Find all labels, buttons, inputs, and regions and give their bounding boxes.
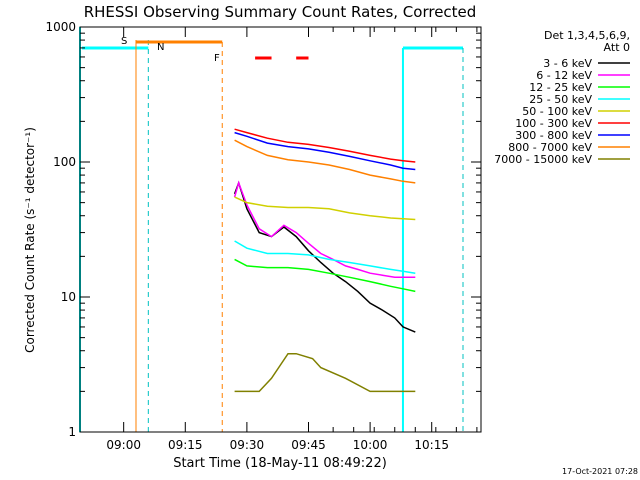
plot-frame <box>79 26 482 433</box>
x-tick-label: 09:30 <box>230 438 265 452</box>
data-series <box>233 128 416 393</box>
marker-n: N <box>157 42 164 53</box>
legend-header: Det 1,3,4,5,6,9, <box>544 29 630 42</box>
series-line-6 <box>234 131 416 171</box>
legend-label: 25 - 50 keV <box>529 93 592 106</box>
legend-label: 300 - 800 keV <box>515 129 592 142</box>
y-tick-label: 100 <box>53 155 76 169</box>
legend-label: 6 - 12 keV <box>536 69 592 82</box>
y-tick-label: 1 <box>68 425 76 439</box>
marker-s: S <box>121 36 127 47</box>
series-line-2 <box>234 258 416 293</box>
x-tick-label: 09:15 <box>168 438 203 452</box>
series-line-5 <box>234 128 416 163</box>
legend-label: 7000 - 15000 keV <box>494 153 592 166</box>
x-tick-label: 09:45 <box>291 438 326 452</box>
x-axis-ticks: 09:00 09:15 09:30 09:45 10:00 10:15 <box>106 27 478 452</box>
y-axis-ticks: 1 10 100 1000 <box>45 20 481 439</box>
series-line-0 <box>233 180 416 333</box>
series-line-4 <box>234 196 416 221</box>
x-tick-label: 10:00 <box>353 438 388 452</box>
y-axis-label: Corrected Count Rate (s⁻¹ detector⁻¹) <box>23 127 37 353</box>
chart-title: RHESSI Observing Summary Count Rates, Co… <box>84 3 477 21</box>
legend-label: 3 - 6 keV <box>543 57 592 70</box>
series-line-1 <box>233 180 416 279</box>
legend-label: 50 - 100 keV <box>522 105 592 118</box>
y-tick-label: 10 <box>61 290 76 304</box>
legend-header: Att 0 <box>604 41 630 54</box>
series-line-3 <box>234 240 416 274</box>
x-tick-label: 09:00 <box>106 438 141 452</box>
x-axis-label: Start Time (18-May-11 08:49:22) <box>173 456 387 471</box>
series-line-8 <box>234 352 416 393</box>
y-tick-label: 1000 <box>45 20 76 34</box>
series-line-7 <box>234 139 416 184</box>
legend-label: 800 - 7000 keV <box>508 141 592 154</box>
legend-label: 100 - 300 keV <box>515 117 592 130</box>
footer-date: 17-Oct-2021 07:28 <box>562 467 638 476</box>
marker-f: F <box>214 53 220 64</box>
x-tick-label: 10:15 <box>414 438 449 452</box>
legend-label: 12 - 25 keV <box>529 81 592 94</box>
